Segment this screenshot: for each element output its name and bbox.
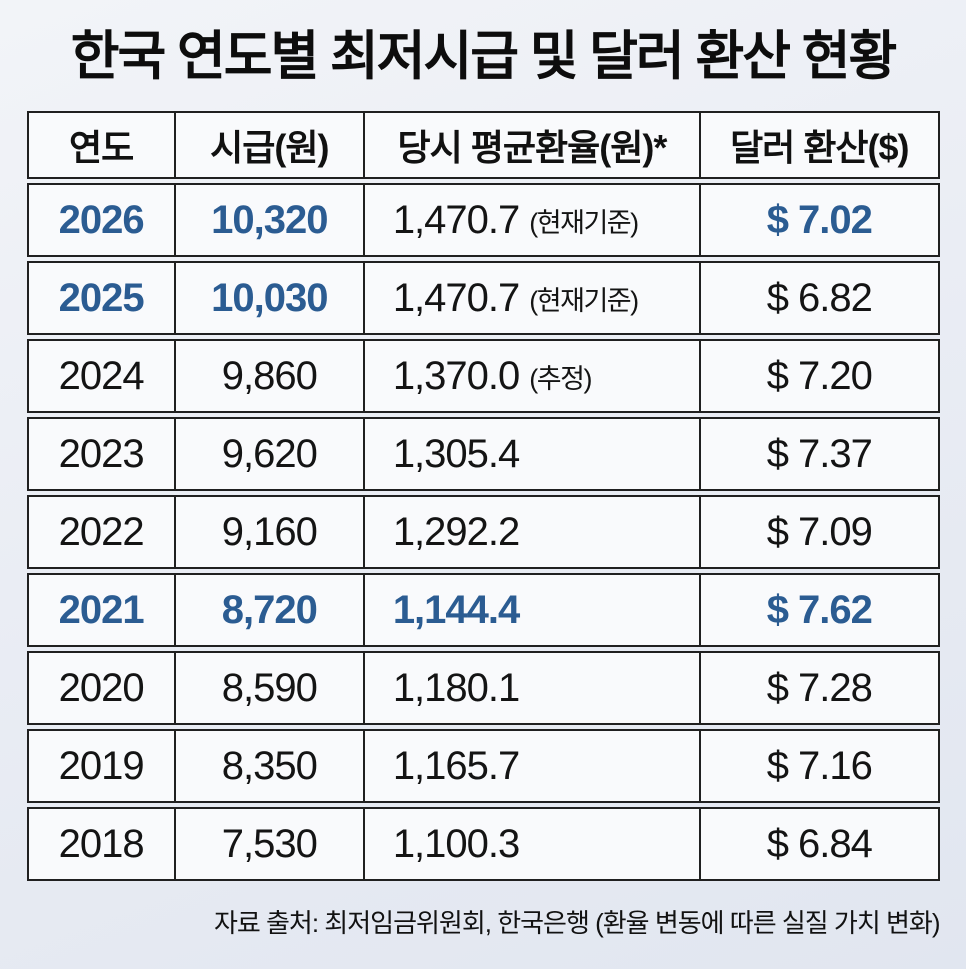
rate-value: 1,144.4	[392, 587, 520, 632]
table-row-2021: 2021 8,720 1,144.4 $ 7.62	[26, 573, 940, 647]
rate-value: 1,165.7	[392, 743, 520, 788]
rate-cell: 1,305.4	[365, 419, 702, 489]
usd-cell: $ 7.28	[766, 665, 873, 710]
usd-cell: $ 6.82	[766, 275, 873, 320]
col-header-year: 연도	[29, 113, 176, 177]
rate-cell: 1,470.7 (현재기준)	[365, 263, 702, 333]
table-row-2023: 2023 9,620 1,305.4 $ 7.37	[26, 417, 940, 491]
wage-cell: 8,720	[176, 575, 365, 645]
table-row-2018: 2018 7,530 1,100.3 $ 6.84	[26, 807, 940, 881]
table-row-2020: 2020 8,590 1,180.1 $ 7.28	[26, 651, 940, 725]
rate-value: 1,100.3	[392, 821, 520, 866]
wage-cell: 9,860	[176, 341, 365, 411]
usd-cell: $ 7.20	[766, 353, 873, 398]
table-row-2026: 2026 10,320 1,470.7 (현재기준) $ 7.02	[26, 183, 940, 257]
usd-cell: $ 7.16	[766, 743, 873, 788]
usd-cell: $ 7.62	[766, 587, 873, 632]
rate-value: 1,370.0	[392, 353, 520, 398]
rate-note: (추정)	[529, 363, 592, 394]
year-cell: 2024	[29, 341, 176, 411]
table-row-2022: 2022 9,160 1,292.2 $ 7.09	[26, 495, 940, 569]
wage-cell: 10,320	[176, 185, 365, 255]
col-header-rate: 당시 평균환율(원)*	[365, 113, 702, 177]
wage-cell: 9,160	[176, 497, 365, 567]
table-row-2025: 2025 10,030 1,470.7 (현재기준) $ 6.82	[26, 261, 940, 335]
year-cell: 2026	[29, 185, 176, 255]
usd-cell: $ 7.02	[766, 197, 873, 242]
table-row-2019: 2019 8,350 1,165.7 $ 7.16	[26, 729, 940, 803]
table-header-row: 연도 시급(원) 당시 평균환율(원)* 달러 환산($)	[26, 111, 940, 179]
wage-table: 연도 시급(원) 당시 평균환율(원)* 달러 환산($) 2026 10,32…	[26, 111, 940, 881]
usd-cell: $ 7.37	[766, 431, 873, 476]
rate-value: 1,180.1	[392, 665, 520, 710]
rate-cell: 1,180.1	[365, 653, 702, 723]
rate-cell: 1,165.7	[365, 731, 702, 801]
year-cell: 2018	[29, 809, 176, 879]
wage-cell: 10,030	[176, 263, 365, 333]
rate-value: 1,470.7	[392, 197, 520, 242]
rate-cell: 1,100.3	[365, 809, 702, 879]
rate-cell: 1,470.7 (현재기준)	[365, 185, 702, 255]
usd-cell: $ 7.09	[766, 509, 873, 554]
year-cell: 2022	[29, 497, 176, 567]
page-title: 한국 연도별 최저시급 및 달러 환산 현황	[70, 27, 898, 86]
rate-note: (현재기준)	[529, 285, 639, 316]
table-row-2024: 2024 9,860 1,370.0 (추정) $ 7.20	[26, 339, 940, 413]
rate-value: 1,305.4	[392, 431, 520, 476]
usd-cell: $ 6.84	[766, 821, 873, 866]
rate-cell: 1,144.4	[365, 575, 702, 645]
col-header-wage: 시급(원)	[176, 113, 365, 177]
year-cell: 2025	[29, 263, 176, 333]
year-cell: 2023	[29, 419, 176, 489]
year-cell: 2019	[29, 731, 176, 801]
year-cell: 2021	[29, 575, 176, 645]
rate-cell: 1,370.0 (추정)	[365, 341, 702, 411]
rate-cell: 1,292.2	[365, 497, 702, 567]
rate-value: 1,292.2	[392, 509, 520, 554]
rate-note: (현재기준)	[529, 207, 639, 238]
col-header-usd: 달러 환산($)	[730, 127, 909, 168]
wage-cell: 9,620	[176, 419, 365, 489]
wage-cell: 7,530	[176, 809, 365, 879]
wage-cell: 8,350	[176, 731, 365, 801]
wage-cell: 8,590	[176, 653, 365, 723]
source-note: 자료 출처: 최저임금위원회, 한국은행 (환율 변동에 따른 실질 가치 변화…	[213, 908, 941, 938]
year-cell: 2020	[29, 653, 176, 723]
rate-value: 1,470.7	[392, 275, 520, 320]
